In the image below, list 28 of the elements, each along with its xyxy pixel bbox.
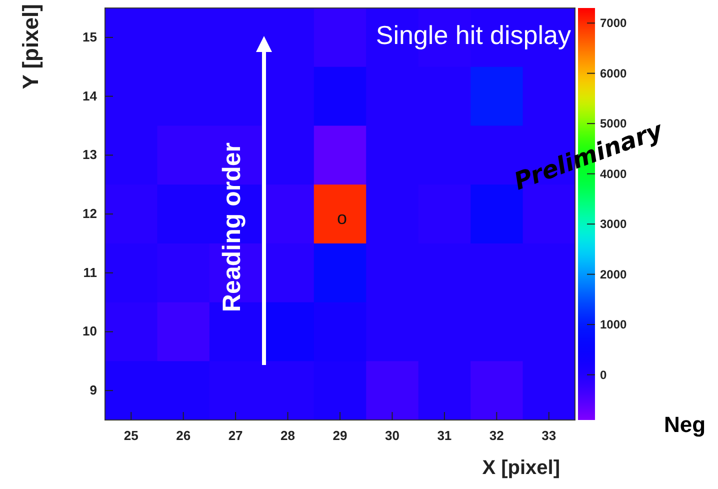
annotation: Reading order [218, 142, 246, 312]
annotation: o [336, 208, 348, 228]
y-tick-label: 12 [82, 206, 97, 221]
x-tick-label: 33 [542, 428, 556, 443]
x-tick-label: 29 [332, 428, 348, 443]
y-tick-label: 13 [82, 147, 97, 162]
x-axis-title: X [pixel] [482, 457, 560, 479]
color-bar-label: 1000 [600, 318, 628, 332]
color-bar-label: 6000 [600, 66, 628, 80]
x-tick-label: 32 [489, 428, 504, 443]
x-tick-label: 30 [384, 428, 400, 443]
x-tick-label: 26 [176, 428, 191, 443]
y-axis-title: Y [pixel] [18, 4, 43, 90]
color-bar-label: 7000 [600, 16, 628, 30]
x-tick-label: 25 [124, 428, 138, 443]
y-tick-label: 9 [90, 382, 97, 398]
x-tick-label: 31 [437, 428, 452, 443]
y-tick-label: 14 [82, 88, 98, 104]
x-tick-label: 27 [228, 428, 243, 443]
color-bar-label: 0 [600, 368, 607, 382]
y-tick-label: 10 [82, 324, 97, 339]
annotation: Single hit display [376, 20, 571, 50]
y-tick-label: 15 [82, 29, 97, 44]
text: Neg [664, 412, 706, 437]
y-tick-label: 11 [83, 264, 97, 280]
x-tick-label: 28 [280, 428, 296, 443]
color-bar-label: 3000 [600, 217, 628, 232]
color-bar-label: 2000 [600, 267, 628, 282]
